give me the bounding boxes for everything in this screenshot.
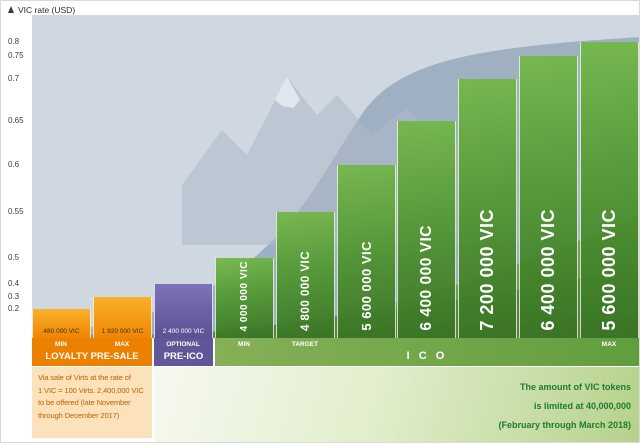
- bar-ico-tier-3: 5 600 000 VIC: [337, 165, 396, 338]
- tag-min: MIN: [238, 341, 250, 348]
- y-tick-0-6: 0.6: [8, 160, 20, 169]
- note-line: to be offered (late November: [38, 398, 131, 407]
- bar-ico-target: 4 800 000 VIC: [276, 212, 335, 338]
- phase-title-preico: PRE-ICO: [163, 351, 204, 362]
- loyalty-presale-note: Via sale of Virts at the rate of 1 VIC =…: [32, 367, 152, 438]
- bar-loyalty-min: 480 000 VIC: [32, 309, 91, 338]
- bar-amount-label: 4 000 000 VIC: [239, 260, 250, 331]
- bar-amount-label: 7 200 000 VIC: [477, 209, 497, 331]
- snow-cap: [275, 77, 300, 108]
- y-axis-title: VIC rate (USD): [18, 5, 76, 15]
- bar-amount-label: 1 920 000 VIC: [101, 328, 144, 335]
- note-line: through December 2017): [38, 410, 120, 420]
- note-line: (February through March 2018): [498, 420, 631, 430]
- bar-ico-max: 5 600 000 VIC: [580, 42, 639, 338]
- note-line: is limited at 40,000,000: [533, 401, 631, 411]
- y-tick-0-75: 0.75: [8, 51, 24, 60]
- bar-amount-label: 2 400 000 VIC: [162, 328, 205, 335]
- tag-max: MAX: [114, 341, 130, 348]
- bar-amount-label: 6 400 000 VIC: [417, 225, 435, 331]
- y-tick-0-2: 0.2: [8, 304, 20, 313]
- y-tick-0-7: 0.7: [8, 74, 20, 83]
- bar-preico-optional: 2 400 000 VIC: [154, 284, 213, 338]
- tag-optional: OPTIONAL: [166, 341, 200, 348]
- bar-ico-tier-6: 6 400 000 VIC: [519, 56, 578, 338]
- tag-max: MAX: [601, 341, 617, 348]
- y-tick-0-3: 0.3: [8, 292, 20, 301]
- phase-strip-ico: MIN TARGET MAX I C O: [215, 338, 639, 366]
- y-tick-0-55: 0.55: [8, 207, 24, 216]
- bar-amount-label: 6 400 000 VIC: [538, 209, 558, 331]
- note-line: Via sale of Virts at the rate of: [38, 373, 131, 382]
- ico-note: The amount of VIC tokens is limited at 4…: [498, 382, 631, 439]
- bar-amount-label: 5 600 000 VIC: [359, 241, 374, 331]
- phase-title-ico: I C O: [406, 350, 448, 362]
- green-ridge: [152, 267, 639, 338]
- y-tick-0-8: 0.8: [8, 37, 20, 46]
- note-line: 1 VIC = 100 Virts. 2,400,000 VIC: [38, 385, 144, 395]
- bar-amount-label: 4 800 000 VIC: [299, 250, 312, 331]
- y-tick-0-5: 0.5: [8, 253, 20, 262]
- y-tick-0-65: 0.65: [8, 116, 24, 125]
- tag-target: TARGET: [291, 341, 319, 348]
- bar-ico-tier-5: 7 200 000 VIC: [458, 79, 517, 338]
- tag-min: MIN: [55, 341, 67, 348]
- bar-amount-label: 5 600 000 VIC: [599, 209, 619, 331]
- y-tick-0-4: 0.4: [8, 279, 20, 288]
- note-line: The amount of VIC tokens: [519, 382, 631, 392]
- phase-strip-loyalty: MIN MAX LOYALTY PRE-SALE: [32, 338, 152, 366]
- bar-ico-min: 4 000 000 VIC: [215, 258, 274, 338]
- phase-strip-preico: OPTIONAL PRE-ICO: [154, 338, 213, 366]
- bar-loyalty-max: 1 920 000 VIC: [93, 297, 152, 338]
- y-axis-arrow-icon: [8, 6, 14, 13]
- bar-amount-label: 480 000 VIC: [43, 328, 80, 335]
- phase-title-loyalty: LOYALTY PRE-SALE: [45, 351, 139, 362]
- ico-note-area: The amount of VIC tokens is limited at 4…: [154, 367, 639, 442]
- bar-ico-tier-4: 6 400 000 VIC: [397, 121, 456, 338]
